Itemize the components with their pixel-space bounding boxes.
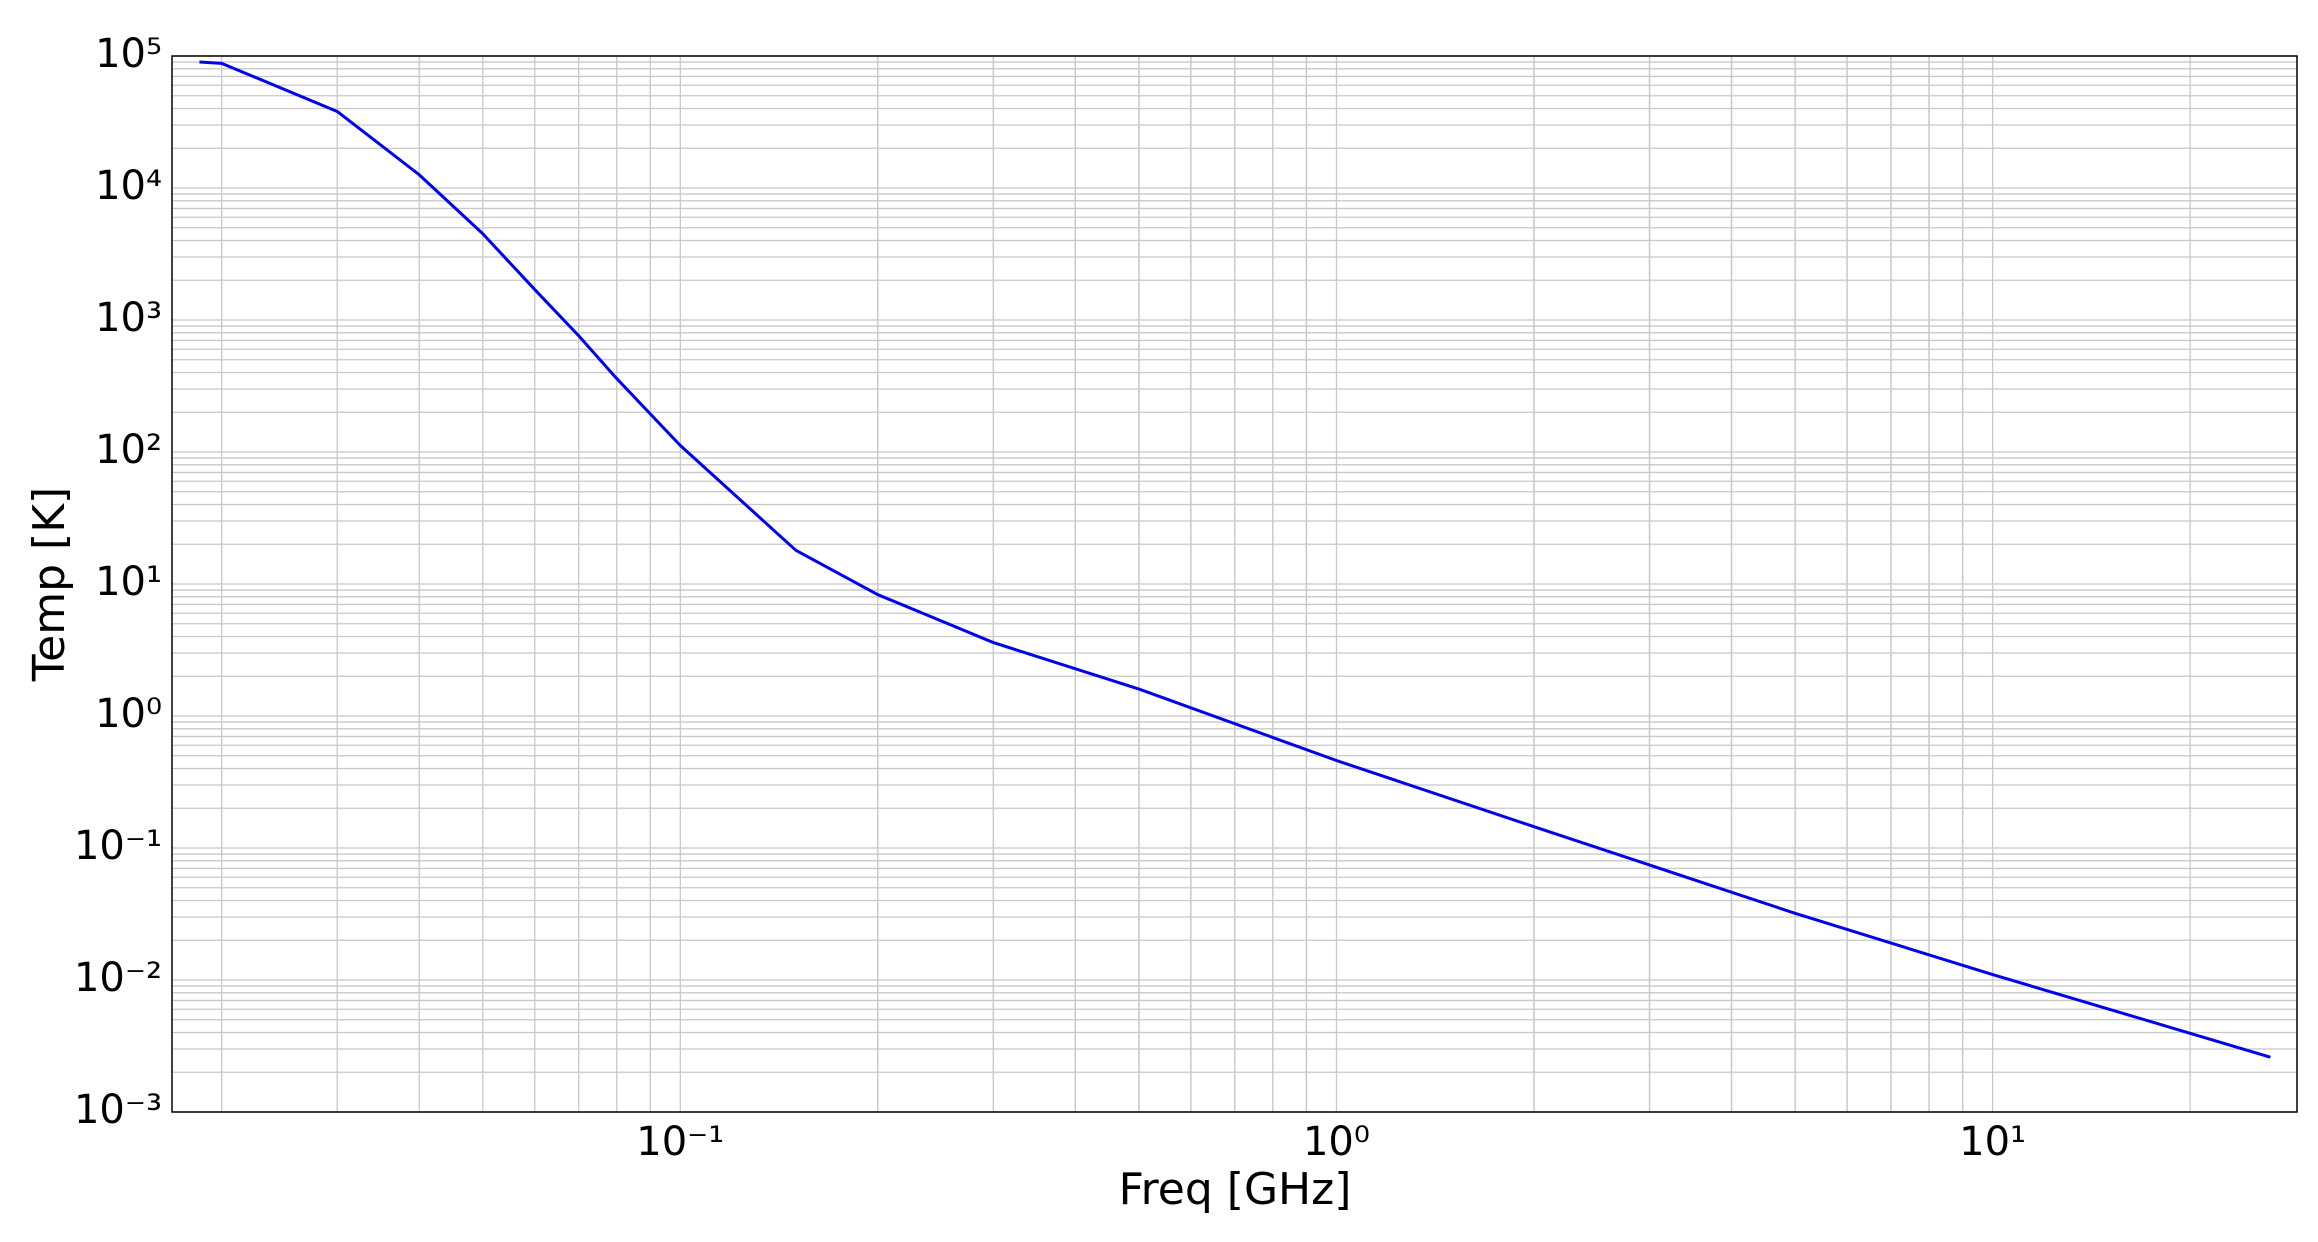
y-tick-label: 10⁰ <box>95 691 162 737</box>
data-line <box>199 60 2271 1059</box>
y-tick-label: 10⁻³ <box>74 1087 162 1133</box>
y-axis-label: Temp [K] <box>24 487 75 682</box>
y-tick-label: 10⁻¹ <box>74 823 162 869</box>
y-tick-label: 10³ <box>95 295 162 341</box>
x-axis-label: Freq [GHz] <box>1119 1164 1352 1215</box>
plot-frame <box>171 55 2298 1113</box>
x-tick-label: 10⁻¹ <box>636 1119 724 1165</box>
y-tick-label: 10⁵ <box>95 31 162 77</box>
y-tick-label: 10¹ <box>95 559 162 605</box>
y-tick-label: 10² <box>95 427 162 473</box>
x-tick-label: 10⁰ <box>1303 1119 1370 1165</box>
x-tick-label: 10¹ <box>1959 1119 2026 1165</box>
y-tick-label: 10⁴ <box>95 163 162 209</box>
y-tick-label: 10⁻² <box>74 955 162 1001</box>
